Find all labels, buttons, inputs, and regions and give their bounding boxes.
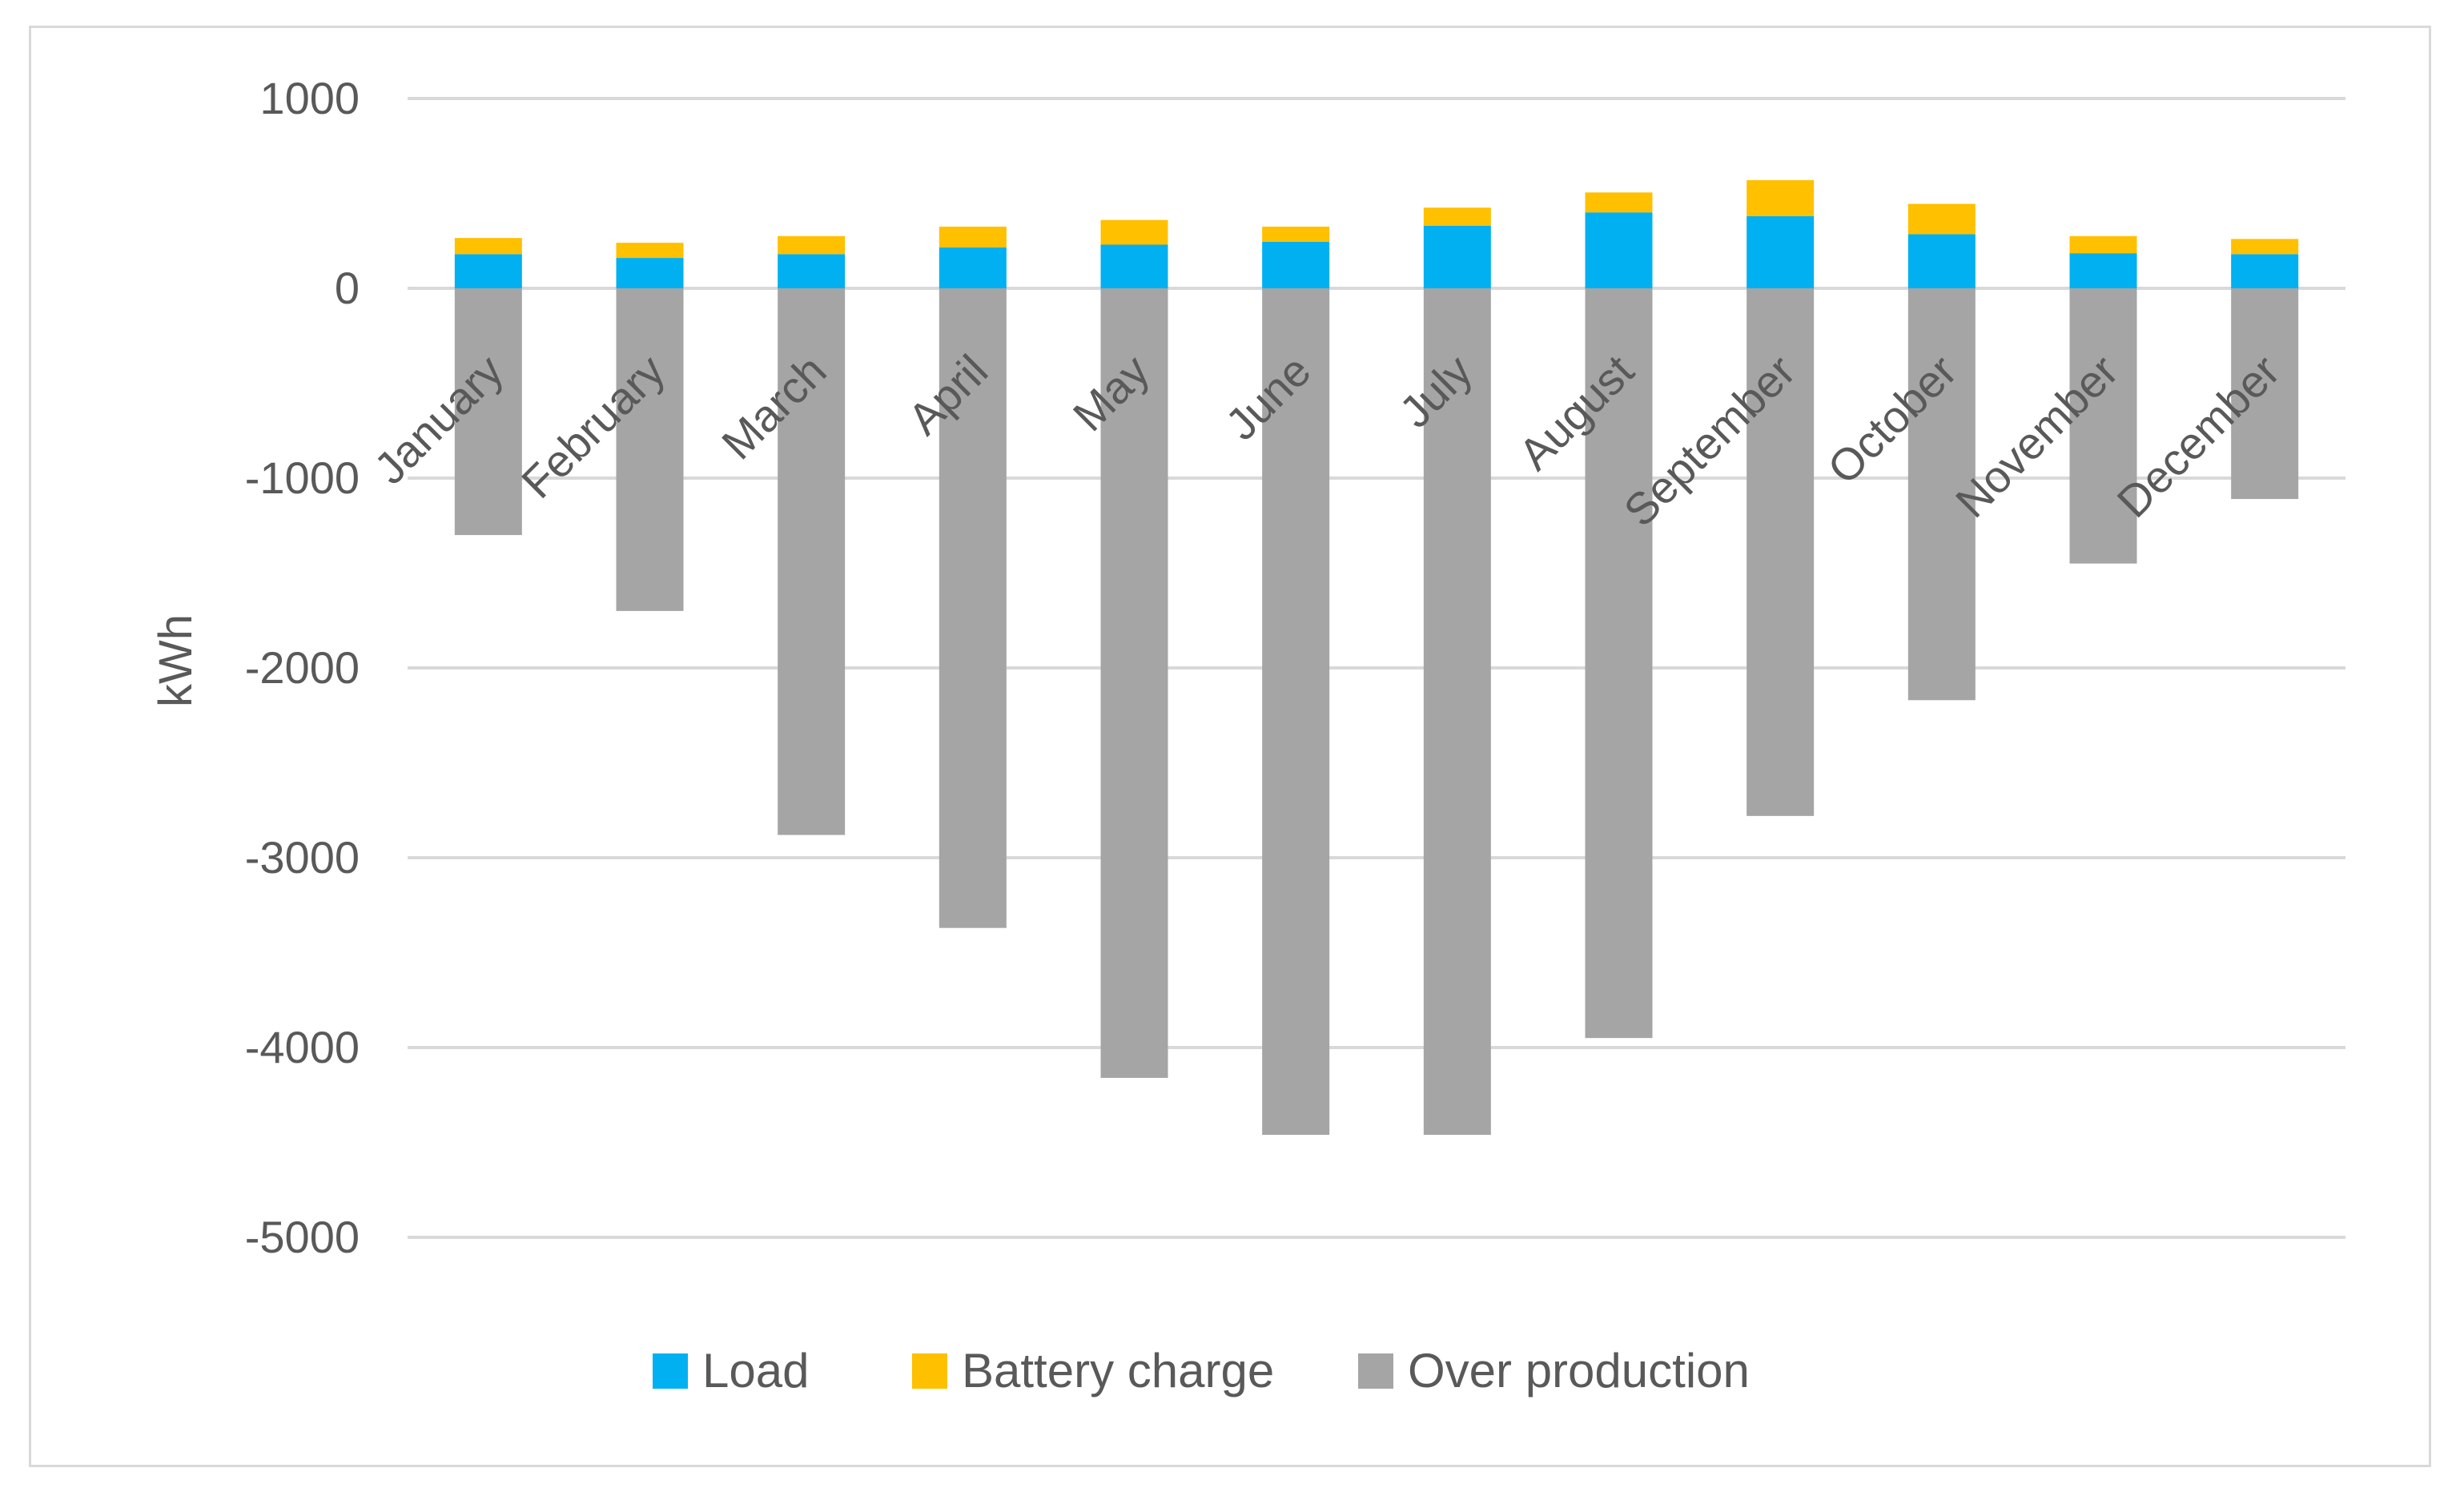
bar-battery-charge-march (778, 235, 846, 255)
bar-load-june (1262, 241, 1330, 288)
bar-load-november (2069, 253, 2137, 288)
y-tick-label: -2000 (245, 642, 360, 693)
bar-battery-charge-december (2231, 239, 2299, 255)
bar-over-production-march (778, 288, 846, 835)
bar-over-production-july (1423, 288, 1491, 1136)
bar-battery-charge-february (616, 243, 684, 259)
bar-over-production-december (2231, 288, 2299, 500)
bar-load-april (939, 247, 1007, 288)
y-tick-label: 0 (335, 263, 360, 313)
bar-over-production-september (1747, 288, 1815, 816)
bar-battery-charge-august (1585, 192, 1653, 213)
legend-swatch (1358, 1353, 1393, 1389)
bar-over-production-april (939, 288, 1007, 928)
bar-load-december (2231, 254, 2299, 288)
bar-load-july (1423, 225, 1491, 288)
bar-load-august (1585, 212, 1653, 288)
legend-swatch (912, 1353, 947, 1389)
y-tick-label: -1000 (245, 452, 360, 503)
y-axis-ticks: 1000 0 -1000 -2000 -3000 -4000 -5000 (245, 73, 360, 1262)
bar-load-february (616, 258, 684, 288)
y-axis-title: kWh (150, 614, 202, 707)
bar-battery-charge-april (939, 226, 1007, 248)
bar-load-october (1907, 234, 1976, 288)
bar-battery-charge-may (1100, 219, 1168, 245)
bar-over-production-november (2069, 288, 2137, 564)
legend-swatch (653, 1353, 688, 1389)
bar-over-production-may (1100, 288, 1168, 1078)
bar-over-production-january (454, 288, 522, 536)
bar-over-production-february (616, 288, 684, 611)
legend-label: Over production (1408, 1344, 1750, 1397)
bar-battery-charge-october (1907, 203, 1976, 235)
y-tick-label: 1000 (259, 73, 360, 123)
bar-over-production-october (1907, 288, 1976, 701)
y-tick-label: -3000 (245, 832, 360, 883)
legend-label: Load (702, 1344, 809, 1397)
bar-battery-charge-november (2069, 235, 2137, 254)
bar-battery-charge-january (454, 238, 522, 255)
legend-label: Battery charge (962, 1344, 1274, 1397)
bar-battery-charge-june (1262, 226, 1330, 242)
y-tick-label: -4000 (245, 1022, 360, 1072)
bar-load-may (1100, 244, 1168, 288)
bar-battery-charge-july (1423, 207, 1491, 226)
bar-load-march (778, 254, 846, 288)
bars (454, 179, 2299, 1136)
chart-frame: 1000 0 -1000 -2000 -3000 -4000 -5000 January Fe… (29, 26, 2431, 1467)
bar-battery-charge-september (1747, 179, 1815, 216)
bar-load-january (454, 254, 522, 288)
y-tick-label: -5000 (245, 1212, 360, 1262)
bar-over-production-june (1262, 288, 1330, 1136)
legend: Load Battery charge Over production (653, 1344, 1750, 1397)
gridlines (408, 97, 2345, 1239)
bar-over-production-august (1585, 288, 1653, 1039)
bar-load-september (1747, 215, 1815, 288)
